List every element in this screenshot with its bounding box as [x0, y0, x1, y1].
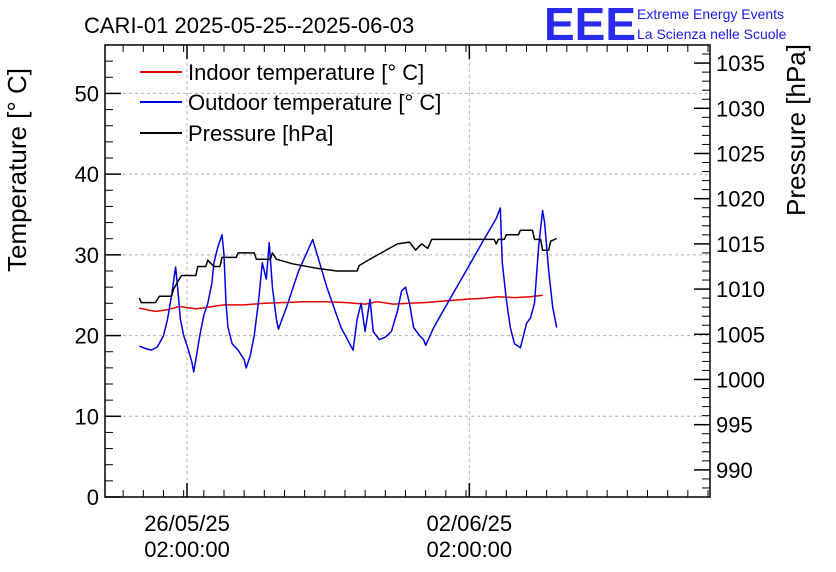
- y-right-tick-label: 990: [716, 458, 753, 483]
- y-right-tick-label: 1000: [716, 367, 765, 392]
- series-layer: [138, 207, 558, 373]
- y-right-tick-label: 1015: [716, 232, 765, 257]
- y-left-tick-label: 20: [75, 324, 99, 349]
- y-axis-left-title: Temperature [° C]: [2, 68, 32, 272]
- y-right-tick-label: 1025: [716, 141, 765, 166]
- y-left-tick-label: 10: [75, 404, 99, 429]
- y-axis-right-title: Pressure [hPa]: [781, 44, 811, 216]
- legend: Indoor temperature [° C] Outdoor tempera…: [140, 60, 441, 146]
- y-left-tick-label: 0: [87, 485, 99, 510]
- x-tick-label-time: 02:00:00: [427, 537, 513, 562]
- series-outdoor-temperature: [139, 207, 558, 373]
- x-tick-label-time: 02:00:00: [144, 537, 230, 562]
- series-indoor-temperature: [139, 294, 543, 313]
- logo-mark: EEE: [544, 0, 636, 50]
- y-right-tick-label: 1010: [716, 277, 765, 302]
- x-tick-label-date: 26/05/25: [144, 511, 230, 536]
- series-pressure: [138, 229, 558, 304]
- y-right-tick-label: 1035: [716, 51, 765, 76]
- axes: 0102030405099099510001005101010151020102…: [75, 45, 765, 562]
- chart-title: CARI-01 2025-05-25--2025-06-03: [84, 13, 414, 38]
- logo-line-2: La Scienza nelle Scuole: [637, 26, 787, 42]
- legend-label-indoor: Indoor temperature [° C]: [188, 60, 424, 85]
- legend-label-outdoor: Outdoor temperature [° C]: [188, 90, 441, 115]
- y-right-tick-label: 1020: [716, 187, 765, 212]
- y-right-tick-label: 1005: [716, 322, 765, 347]
- y-right-tick-label: 1030: [716, 96, 765, 121]
- eee-logo: EEE Extreme Energy Events La Scienza nel…: [544, 0, 787, 50]
- x-tick-label-date: 02/06/25: [427, 511, 513, 536]
- grid-lines: [105, 45, 710, 497]
- logo-line-1: Extreme Energy Events: [637, 6, 784, 22]
- legend-label-pressure: Pressure [hPa]: [188, 121, 334, 146]
- y-left-tick-label: 30: [75, 243, 99, 268]
- y-right-tick-label: 995: [716, 413, 753, 438]
- y-left-tick-label: 40: [75, 162, 99, 187]
- y-left-tick-label: 50: [75, 81, 99, 106]
